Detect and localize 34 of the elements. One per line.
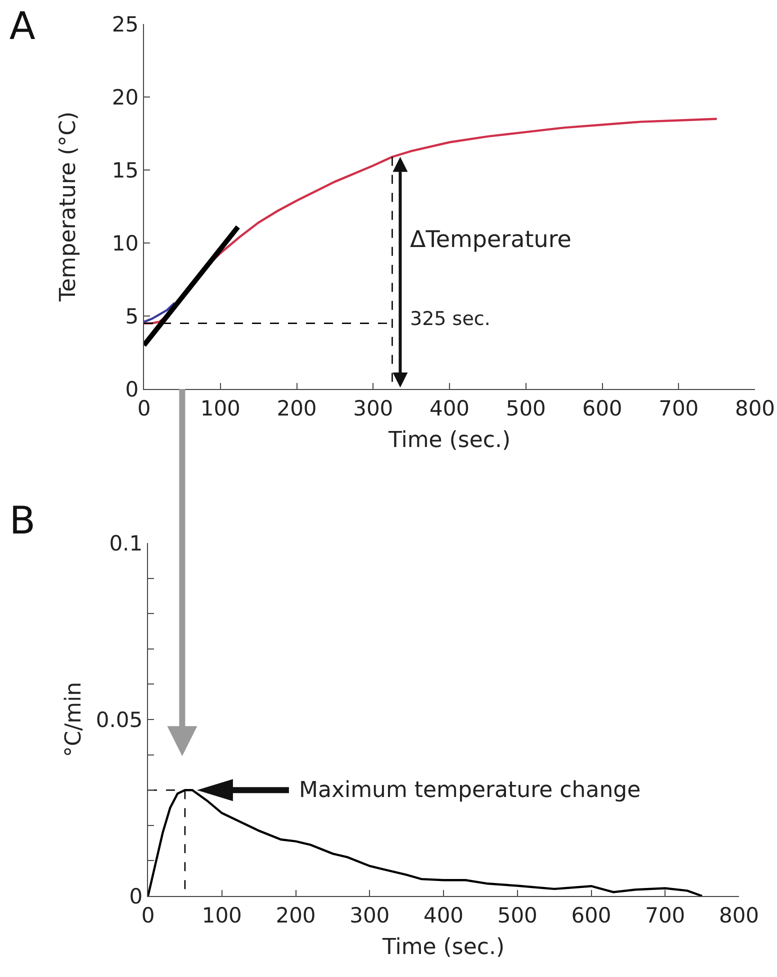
chart-title: B bbox=[9, 498, 36, 543]
chart-title: A bbox=[9, 4, 36, 48]
annotation: ΔTemperature bbox=[410, 227, 572, 253]
x-tick-label: 400 bbox=[429, 396, 470, 420]
y-tick-label: 25 bbox=[112, 12, 139, 36]
x-tick-label: 300 bbox=[353, 396, 394, 420]
y-tick-label: 20 bbox=[112, 85, 139, 110]
y-axis-title: Temperature (°C) bbox=[56, 112, 81, 302]
x-tick-label: 200 bbox=[276, 396, 317, 420]
y-tick-label: 0.05 bbox=[96, 708, 143, 732]
x-tick-label: 700 bbox=[645, 903, 686, 928]
y-tick-label: 5 bbox=[125, 304, 139, 328]
y-axis-title: °C/min bbox=[62, 682, 87, 758]
y-tick-label: 0 bbox=[125, 377, 139, 402]
y-tick-label: 0.1 bbox=[109, 531, 143, 556]
annotation: 325 sec. bbox=[410, 308, 490, 330]
y-tick-label: 10 bbox=[112, 231, 139, 256]
y-tick-label: 0 bbox=[129, 884, 143, 908]
x-tick-label: 400 bbox=[423, 903, 464, 928]
x-tick-label: 600 bbox=[571, 903, 612, 928]
x-tick-label: 500 bbox=[497, 903, 538, 928]
x-axis-title: Time (sec.) bbox=[381, 935, 505, 960]
annotation: Maximum temperature change bbox=[299, 778, 641, 803]
x-tick-label: 500 bbox=[506, 396, 546, 420]
x-tick-label: 100 bbox=[202, 903, 242, 928]
x-tick-label: 700 bbox=[658, 396, 699, 420]
x-tick-label: 800 bbox=[734, 396, 776, 420]
y-tick-label: 15 bbox=[112, 158, 139, 182]
x-tick-label: 100 bbox=[200, 396, 240, 420]
x-tick-label: 200 bbox=[276, 903, 316, 928]
x-axis-title: Time (sec.) bbox=[387, 428, 511, 454]
x-tick-label: 600 bbox=[582, 396, 622, 420]
x-tick-label: 300 bbox=[350, 903, 390, 928]
x-tick-label: 800 bbox=[718, 903, 760, 928]
